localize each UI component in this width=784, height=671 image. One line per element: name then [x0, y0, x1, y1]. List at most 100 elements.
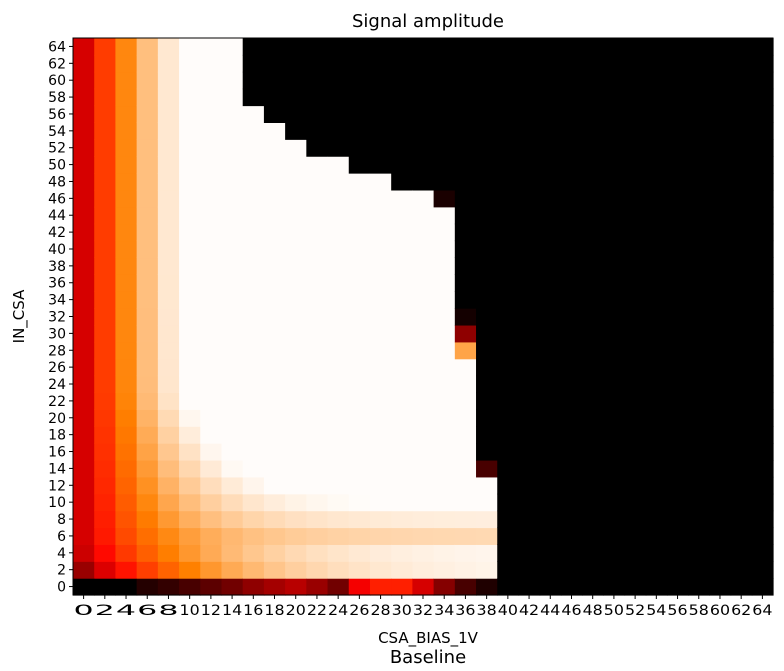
x-tick-label: 48: [583, 603, 603, 619]
heatmap-cell: [242, 426, 265, 444]
heatmap-cell: [348, 71, 371, 90]
heatmap-cell: [94, 274, 117, 292]
heatmap-cell: [391, 156, 413, 174]
heatmap-cell: [327, 544, 350, 562]
heatmap-cell: [306, 392, 329, 410]
heatmap-cell: [730, 409, 753, 427]
heatmap-cell: [709, 324, 732, 343]
y-tick-label: 48: [48, 174, 66, 190]
heatmap-cell: [730, 206, 753, 225]
heatmap-cell: [666, 527, 689, 545]
heatmap-cell: [221, 493, 244, 512]
x-tick-label: 12: [201, 603, 221, 619]
heatmap-cell: [688, 493, 710, 512]
heatmap-cell: [200, 561, 223, 579]
heatmap-cell: [645, 71, 668, 90]
heatmap-cell: [730, 274, 753, 292]
heatmap-cell: [497, 71, 520, 90]
heatmap-cell: [751, 426, 774, 444]
heatmap-cell: [497, 139, 520, 157]
heatmap-cell: [412, 257, 435, 275]
heatmap-cell: [433, 223, 456, 242]
heatmap-cell: [306, 223, 329, 242]
heatmap-cell: [263, 122, 286, 140]
heatmap-cell: [688, 308, 710, 326]
heatmap-cell: [412, 443, 435, 461]
heatmap-cell: [94, 206, 117, 225]
heatmap-cell: [73, 189, 95, 208]
heatmap-cell: [497, 392, 520, 410]
heatmap-cell: [73, 223, 95, 242]
heatmap-cell: [433, 392, 456, 410]
heatmap-cell: [624, 54, 647, 73]
heatmap-cells: [73, 38, 774, 596]
heatmap-cell: [624, 291, 647, 309]
heatmap-cell: [518, 291, 541, 309]
y-tick-label: 8: [57, 512, 66, 528]
y-axis-ticks: 0246810121416182022242628303234363840424…: [48, 39, 73, 596]
heatmap-cell: [603, 54, 626, 73]
heatmap-cell: [582, 392, 604, 410]
heatmap-cell: [327, 122, 350, 140]
y-tick-label: 26: [48, 360, 66, 376]
heatmap-cell: [157, 544, 180, 562]
heatmap-cell: [518, 493, 541, 512]
heatmap-cell: [200, 206, 223, 225]
heatmap-cell: [327, 173, 350, 191]
heatmap-cell: [751, 71, 774, 90]
heatmap-cell: [73, 527, 95, 545]
heatmap-cell: [200, 122, 223, 140]
heatmap-cell: [603, 291, 626, 309]
heatmap-cell: [412, 527, 435, 545]
heatmap-cell: [433, 173, 456, 191]
heatmap-cell: [433, 510, 456, 529]
heatmap-cell: [94, 392, 117, 410]
heatmap-cell: [476, 443, 498, 461]
x-tick-label: 40: [498, 603, 518, 619]
heatmap-cell: [157, 173, 180, 191]
heatmap-cell: [730, 358, 753, 377]
heatmap-cell: [666, 240, 689, 259]
heatmap-cell: [412, 341, 435, 360]
heatmap-cell: [306, 443, 329, 461]
heatmap-cell: [306, 71, 329, 90]
heatmap-cell: [157, 358, 180, 377]
heatmap-cell: [433, 206, 456, 225]
heatmap-cell: [645, 510, 668, 529]
heatmap-cell: [497, 308, 520, 326]
heatmap-cell: [242, 122, 265, 140]
x-tick-label: 8: [158, 603, 178, 619]
heatmap-cell: [348, 189, 371, 208]
heatmap-cell: [115, 443, 138, 461]
heatmap-cell: [157, 206, 180, 225]
heatmap-cell: [603, 409, 626, 427]
heatmap-cell: [709, 189, 732, 208]
heatmap-cell: [560, 341, 583, 360]
heatmap-cell: [560, 206, 583, 225]
heatmap-cell: [179, 578, 201, 596]
heatmap-cell: [200, 476, 223, 495]
x-tick-label: 0: [74, 603, 94, 619]
heatmap-cell: [221, 38, 244, 56]
heatmap-cell: [242, 392, 265, 410]
heatmap-cell: [518, 71, 541, 90]
heatmap-cell: [306, 206, 329, 225]
heatmap-cell: [285, 54, 307, 73]
y-tick-label: 58: [48, 90, 66, 106]
heatmap-cell: [348, 324, 371, 343]
heatmap-cell: [327, 527, 350, 545]
heatmap-cell: [603, 257, 626, 275]
heatmap-cell: [582, 358, 604, 377]
heatmap-cell: [476, 493, 498, 512]
heatmap-cell: [73, 341, 95, 360]
heatmap-cell: [221, 324, 244, 343]
heatmap-cell: [136, 358, 159, 377]
heatmap-cell: [242, 510, 265, 529]
heatmap-cell: [391, 443, 413, 461]
heatmap-cell: [391, 240, 413, 259]
heatmap-cell: [560, 375, 583, 394]
heatmap-cell: [94, 88, 117, 107]
heatmap-cell: [115, 189, 138, 208]
heatmap-cell: [666, 54, 689, 73]
